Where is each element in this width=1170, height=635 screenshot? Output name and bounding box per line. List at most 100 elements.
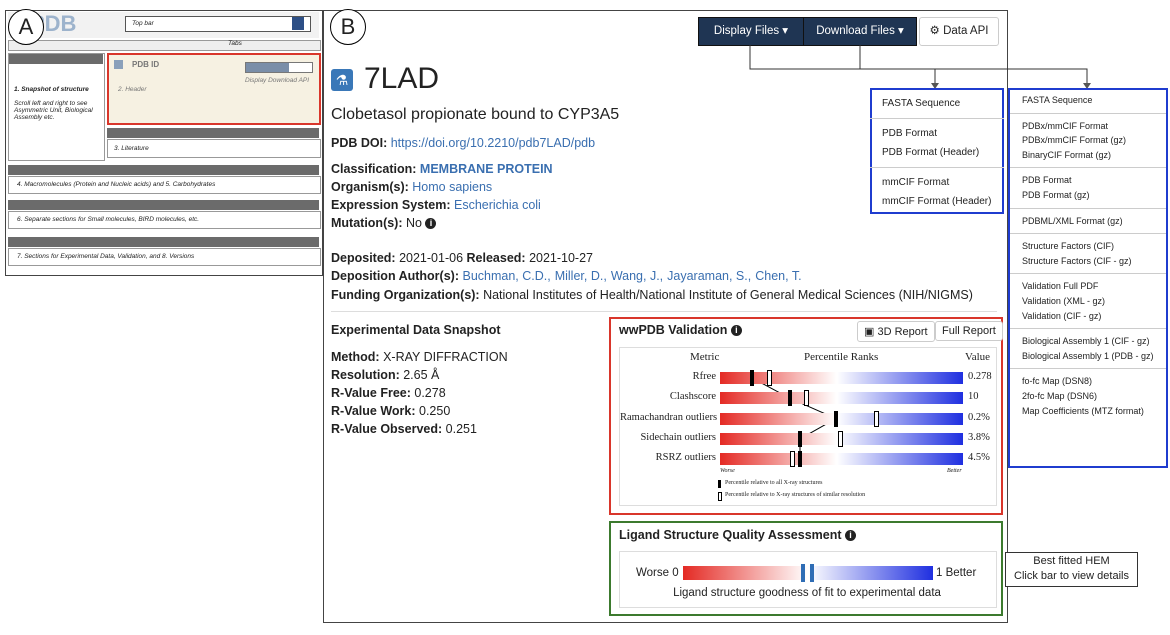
- metric-value: 0.278: [968, 371, 992, 382]
- ligand-marker[interactable]: [810, 564, 814, 582]
- author-link[interactable]: Chen, T.: [755, 269, 802, 283]
- exp-row: R-Value Free: 0.278: [331, 386, 446, 400]
- menu-item[interactable]: mmCIF Format: [882, 177, 950, 188]
- menu-item[interactable]: Validation (CIF - gz): [1022, 310, 1102, 321]
- header-icon: [114, 60, 123, 69]
- menu-item[interactable]: Structure Factors (CIF - gz): [1022, 255, 1132, 266]
- field-value: X-RAY DIFFRACTION: [383, 350, 508, 364]
- report-button[interactable]: Full Report: [935, 321, 1003, 341]
- menu-item[interactable]: mmCIF Format (Header): [882, 196, 992, 207]
- entry-title: Clobetasol propionate bound to CYP3A5: [331, 106, 620, 123]
- percentile-bar: [720, 372, 963, 384]
- metric-label: Sidechain outliers: [640, 431, 716, 443]
- marker-similar: [790, 451, 795, 468]
- doi-label: PDB DOI:: [331, 136, 388, 150]
- field-label: R-Value Work:: [331, 404, 416, 418]
- metric-label: RSRZ outliers: [655, 452, 716, 464]
- dates: Deposited: 2021-01-06 Released: 2021-10-…: [331, 251, 593, 265]
- menu-separator: [870, 118, 1004, 119]
- percentile-bar: [720, 453, 963, 466]
- tabs-label: Tabs: [228, 40, 242, 47]
- tooltip-line: Best fitted HEM: [1033, 555, 1110, 567]
- validation-title: wwPDB Validation i: [619, 323, 742, 337]
- author-link[interactable]: Wang, J.,: [610, 269, 664, 283]
- menu-item[interactable]: PDBx/mmCIF Format (gz): [1022, 135, 1127, 146]
- menu-item[interactable]: Map Coefficients (MTZ format): [1022, 405, 1144, 416]
- display-files-button[interactable]: Display Files ▾: [698, 17, 804, 46]
- menu-item[interactable]: PDB Format (gz): [1022, 189, 1090, 200]
- menu-item[interactable]: Biological Assembly 1 (PDB - gz): [1022, 350, 1154, 361]
- menu-item[interactable]: PDB Format: [882, 128, 938, 139]
- menu-item[interactable]: Validation Full PDF: [1022, 281, 1099, 292]
- ligand-title: Ligand Structure Quality Assessment i: [619, 528, 856, 542]
- field-label: Expression System:: [331, 198, 451, 212]
- percentile-bar: [720, 412, 963, 425]
- info-icon: i: [425, 218, 437, 230]
- menu-item[interactable]: FASTA Sequence: [882, 98, 961, 109]
- ligand-marker[interactable]: [801, 564, 805, 582]
- literature-label: 3. Literature: [114, 145, 149, 152]
- field-value: National Institutes of Health/National I…: [483, 288, 973, 302]
- header: Metric: [690, 351, 720, 363]
- gray-bar: [8, 165, 319, 175]
- header-label: 2. Header: [118, 86, 147, 93]
- data-api-button[interactable]: ⚙ Data API: [919, 17, 999, 46]
- field-label: Released:: [466, 251, 526, 265]
- metric-label: Clashscore: [669, 391, 716, 403]
- report-button[interactable]: ▣ 3D Report: [857, 321, 935, 342]
- marker-all: [798, 451, 802, 468]
- menu-item[interactable]: fo-fc Map (DSN8): [1022, 376, 1093, 387]
- marker-all: [788, 390, 792, 407]
- download-menu: FASTA Sequence PDBx/mmCIF Format PDBx/mmCI…: [1008, 88, 1168, 468]
- menu-item[interactable]: Biological Assembly 1 (CIF - gz): [1022, 336, 1150, 347]
- field-label: Organism(s):: [331, 180, 409, 194]
- menu-item[interactable]: PDBML/XML Format (gz): [1022, 215, 1123, 226]
- author-link[interactable]: Miller, D.,: [554, 269, 607, 283]
- menu-item[interactable]: Structure Factors (CIF): [1022, 241, 1115, 252]
- exp-row: Method: X-RAY DIFFRACTION: [331, 350, 508, 364]
- menu-item[interactable]: PDB Format (Header): [882, 147, 980, 158]
- field-label: Deposition Author(s):: [331, 269, 459, 283]
- metric-value: 3.8%: [968, 431, 990, 443]
- field-value: No: [406, 216, 422, 230]
- field-label: Mutation(s):: [331, 216, 403, 230]
- entry-icon: ⚗: [331, 69, 353, 91]
- tabs-bar: [8, 40, 321, 51]
- panel-b: [323, 10, 1008, 623]
- top-bar-label: Top bar: [132, 20, 154, 27]
- field-label: R-Value Free:: [331, 386, 411, 400]
- field-value: MEMBRANE PROTEIN: [419, 162, 553, 176]
- menu-item[interactable]: FASTA Sequence: [1022, 95, 1093, 105]
- menu-separator: [1010, 207, 1166, 209]
- menu-item[interactable]: 2fo-fc Map (DSN6): [1022, 390, 1098, 401]
- doi-link[interactable]: https://doi.org/10.2210/pdb7LAD/pdb: [390, 136, 596, 150]
- header-buttons-label: Display Download API: [245, 77, 310, 84]
- field-label: Method:: [331, 350, 380, 364]
- info-row: Expression System: Escherichia coli: [331, 198, 541, 212]
- panel-label: B: [330, 9, 366, 45]
- legend-key: [718, 480, 721, 488]
- exp-row: R-Value Observed: 0.251: [331, 422, 477, 436]
- gray-bar: [107, 128, 319, 138]
- author-link[interactable]: Jayaraman, S.,: [667, 269, 752, 283]
- menu-separator: [1010, 112, 1166, 114]
- gray-bar: [8, 200, 319, 210]
- field-label: Funding Organization(s):: [331, 288, 480, 302]
- button-label: Download Files: [816, 25, 895, 37]
- author-link[interactable]: Buchman, C.D.,: [462, 269, 551, 283]
- menu-item[interactable]: BinaryCIF Format (gz): [1022, 149, 1112, 160]
- marker-all: [798, 430, 802, 447]
- field-value: 0.251: [445, 422, 477, 436]
- ligand-left: Worse 0: [636, 567, 679, 579]
- gray-bar: [8, 237, 319, 247]
- menu-item[interactable]: PDB Format: [1022, 175, 1072, 186]
- menu-item[interactable]: PDBx/mmCIF Format: [1022, 120, 1109, 131]
- download-files-button[interactable]: Download Files ▾: [803, 17, 917, 46]
- menu-separator: [1010, 167, 1166, 169]
- menu-item[interactable]: Validation (XML - gz): [1022, 295, 1106, 306]
- ligand-box: [609, 521, 1003, 616]
- panel-label: A: [8, 9, 44, 45]
- field-value: Escherichia coli: [453, 198, 541, 212]
